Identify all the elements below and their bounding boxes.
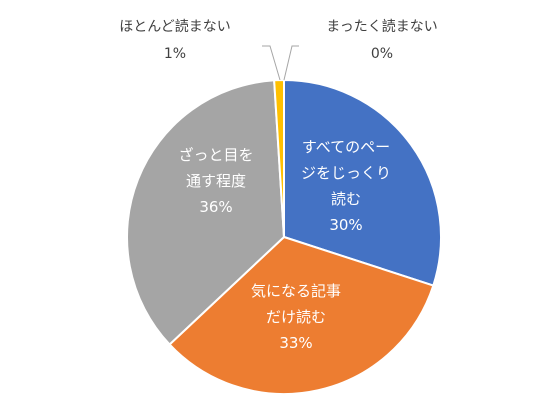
slice-3-wedge — [126, 79, 285, 346]
pie-slices — [126, 79, 442, 395]
slice-3-category-label: 通す程度 — [186, 172, 246, 190]
slice-5-leader-line — [283, 45, 299, 81]
slice-1-value-label: 30% — [329, 216, 362, 234]
slice-4-category-label: ほとんど読まない — [119, 18, 231, 35]
slice-1-category-label: 読む — [331, 190, 361, 208]
slice-5-category-label: まったく読まない — [326, 18, 437, 35]
slice-4-wedge — [273, 79, 285, 238]
leader-lines — [262, 45, 299, 81]
slice-1-wedge — [283, 79, 442, 287]
slice-5-value-label: 0% — [371, 46, 393, 62]
slice-4-value-label: 1% — [164, 46, 186, 62]
slice-4-leader-line — [262, 45, 281, 81]
slice-2-value-label: 33% — [279, 334, 312, 352]
slice-2-category-label: だけ読む — [266, 308, 326, 326]
slice-2-wedge — [168, 236, 435, 395]
slice-3-value-label: 36% — [199, 198, 232, 216]
slice-1-category-label: すべてのペー — [302, 138, 390, 156]
slice-1-category-label: ジをじっくり — [301, 164, 391, 182]
slice-3-category-label: ざっと目を — [178, 146, 253, 164]
slice-2-category-label: 気になる記事 — [251, 282, 341, 300]
